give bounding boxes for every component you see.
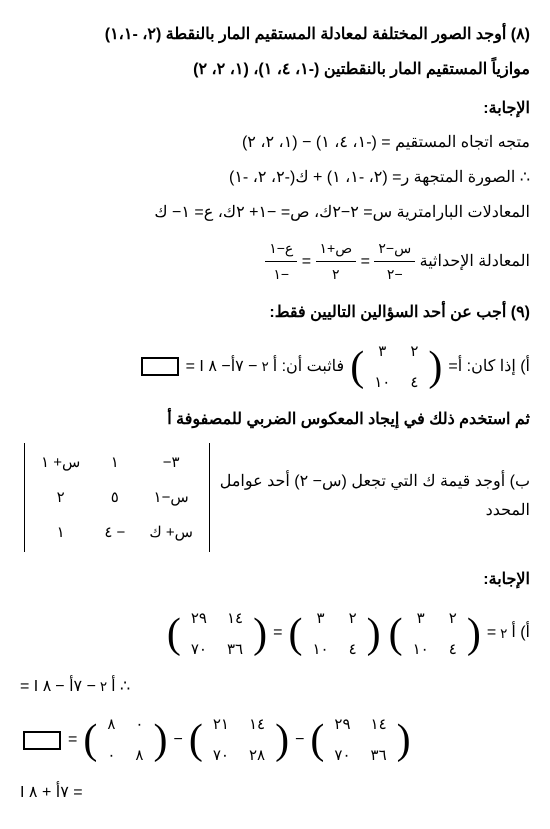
l2-pre: ∴ أ: [111, 673, 130, 702]
q9-header: (٩) أجب عن أحد السؤالين التاليين فقط:: [20, 299, 530, 328]
frac2: ص+١ ٢: [316, 236, 357, 287]
q9a-mid: فاثبت أن: أ: [273, 353, 345, 382]
answer-box-2: [23, 731, 61, 750]
cartesian-label: المعادلة الإحداثية: [420, 253, 530, 270]
q8-line1: متجه اتجاه المستقيم = (-١، ٤، ١) − (١، ٢…: [20, 129, 530, 158]
mat-r1: ( ٢٩١٤ ٧٠٣٦ ): [310, 709, 410, 771]
q9-b-line: ب) أوجد قيمة ك التي تجعل (س− ٢) أحد عوام…: [20, 443, 530, 552]
ans-a-row1: أ) أ٢ = ( ٣٢ ١٠٤ ) ( ٣٢ ١٠٤ ) = ( ٢٩١٤ ٧…: [20, 603, 530, 665]
minus1: −: [295, 726, 304, 755]
ans-a-row2: ∴ أ٢ − ٧أ − ٨ I =: [20, 673, 530, 702]
q8-answer-label: الإجابة:: [20, 95, 530, 124]
eq2: =: [297, 253, 311, 270]
q9-a-line: أ) إذا كان: أ= ( ٣٢ ١٠٤ ) فاثبت أن: أ٢ −…: [20, 336, 530, 398]
ans-sup2: ٢: [100, 675, 107, 699]
q8-line2: ∴ الصورة المتجهة ر= (٢، -١، ١) + ك(-٢، ٢…: [20, 164, 530, 193]
q9-answer-label: الإجابة:: [20, 566, 530, 595]
eq4: =: [273, 619, 282, 648]
mat-a2: ( ٣٢ ١٠٤ ): [288, 603, 380, 665]
answer-box-1: [141, 357, 179, 376]
eq5: =: [68, 726, 77, 755]
frac3: ع−١ −١: [265, 236, 297, 287]
mat-r3: ( ٨٠ ٠٨ ): [83, 709, 167, 771]
q8-header: (٨) أوجد الصور المختلفة لمعادلة المستقيم…: [20, 21, 530, 50]
mat-a1: ( ٣٢ ١٠٤ ): [389, 603, 481, 665]
q9-a-line2: ثم استخدم ذلك في إيجاد المعكوس الضربي لل…: [20, 406, 530, 435]
ans-a-pre: أ) أ: [511, 619, 530, 648]
minus2: −: [173, 726, 182, 755]
l2-mid: − ٧أ −: [55, 673, 96, 702]
determinant: س+ ١١−٣ ٢٥س−١ ١٤ −س+ ك: [24, 443, 210, 552]
eq3: =: [487, 619, 496, 648]
q8-cartesian: المعادلة الإحداثية س−٢ −٢ = ص+١ ٢ = ع−١ …: [20, 236, 530, 287]
q8-line3: المعادلات البارامترية س= ٢−٢ك، ص= −١+ ٢ك…: [20, 199, 530, 228]
q9a-pre: أ) إذا كان: أ=: [448, 353, 530, 382]
q8-sub: موازياً المستقيم المار بالنقطتين (-١، ٤،…: [20, 56, 530, 85]
eq1: =: [356, 253, 370, 270]
ans-sup1: ٢: [500, 622, 507, 646]
q9a-post: − ٧أ− ٨ I =: [186, 353, 258, 382]
matrix-a: ( ٣٢ ١٠٤ ): [350, 336, 442, 398]
frac1: س−٢ −٢: [374, 236, 415, 287]
q9a-sup: ٢: [262, 355, 269, 379]
ans-a-row3: ( ٢٩١٤ ٧٠٣٦ ) − ( ٢١١٤ ٧٠٢٨ ) − ( ٨٠ ٠٨ …: [20, 709, 530, 771]
mat-r2: ( ٢١١٤ ٧٠٢٨ ): [189, 709, 289, 771]
l2-post: ٨ I =: [20, 673, 51, 702]
q9b-pre: ب) أوجد قيمة ك التي تجعل (س− ٢) أحد عوام…: [218, 468, 530, 526]
ans-final: = ٧أ + ٨ I: [20, 779, 530, 808]
mat-res1: ( ٢٩١٤ ٧٠٣٦ ): [167, 603, 267, 665]
